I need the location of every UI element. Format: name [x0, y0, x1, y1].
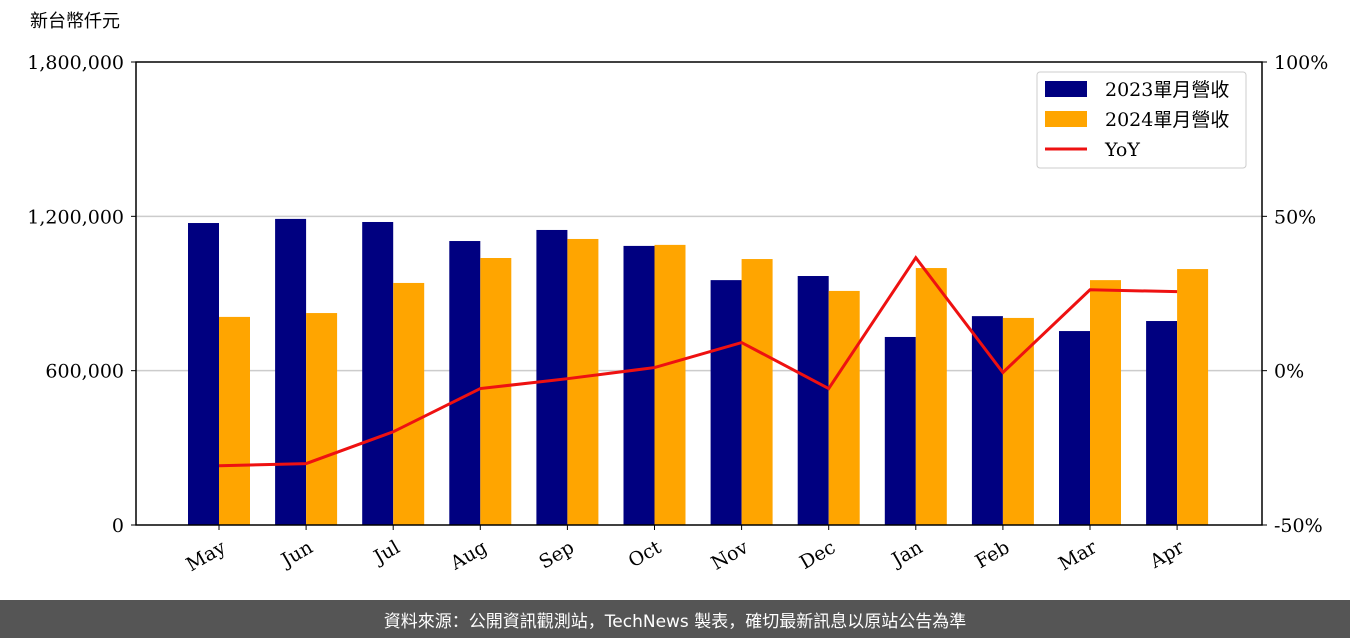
y-tick-label: 0 [112, 515, 124, 537]
legend-swatch [1045, 111, 1087, 127]
x-tick-label: Apr [1145, 536, 1188, 573]
y-tick-label: 600,000 [45, 361, 124, 383]
y-axis-label: 新台幣仟元 [30, 11, 120, 32]
legend-label: 2024單月營收 [1105, 109, 1229, 131]
bar [275, 218, 307, 525]
bar [654, 244, 686, 525]
bar [188, 223, 219, 525]
x-tick-label: Feb [972, 536, 1014, 573]
x-tick-label: Sep [535, 536, 578, 573]
bar [623, 245, 655, 526]
bar [884, 336, 916, 525]
y2-tick-label: -50% [1274, 515, 1323, 537]
source-footer: 資料來源：公開資訊觀測站，TechNews 製表，確切最新訊息以原站公告為準 [0, 600, 1350, 638]
legend-label: YoY [1104, 139, 1140, 161]
bar [393, 282, 425, 525]
bar [306, 313, 338, 525]
bar [567, 238, 599, 526]
yoy-line [218, 255, 1178, 468]
y2-tick-label: 0% [1274, 361, 1304, 383]
x-tick-label: Jul [369, 536, 404, 569]
bar [1146, 321, 1178, 525]
y-tick-label: 1,200,000 [27, 206, 124, 228]
x-tick-label: Jan [887, 536, 927, 572]
x-tick-label: Jun [276, 536, 317, 572]
y-tick-label: 1,800,000 [27, 52, 124, 74]
chart: 新台幣仟元 0 600,000 1,200,000 1,800,000 -50% 0% 50… [27, 11, 1328, 576]
bar [915, 268, 947, 525]
bar [741, 259, 773, 525]
bar [1177, 269, 1209, 525]
bar [480, 258, 512, 525]
bar [1002, 317, 1034, 525]
bar [828, 290, 860, 525]
bar [1090, 280, 1121, 525]
plot-frame [135, 61, 1263, 526]
x-tick-label: May [183, 536, 230, 576]
x-tick-label: Aug [446, 536, 491, 575]
x-tick-label: Oct [625, 536, 666, 572]
bar [710, 280, 742, 525]
bar [449, 241, 481, 525]
bar [1059, 331, 1090, 525]
bar [362, 221, 394, 525]
legend-swatch [1045, 81, 1087, 97]
y2-tick-label: 100% [1274, 52, 1328, 74]
bar [971, 316, 1003, 525]
x-tick-label: Dec [796, 536, 839, 574]
legend-label: 2023單月營收 [1105, 79, 1229, 101]
bar [797, 276, 829, 525]
x-tick-label: Nov [707, 536, 752, 575]
bar [219, 316, 250, 525]
y2-tick-label: 50% [1274, 206, 1316, 228]
bar [536, 229, 568, 525]
legend-box [1036, 71, 1247, 169]
x-tick-label: Mar [1055, 536, 1101, 575]
